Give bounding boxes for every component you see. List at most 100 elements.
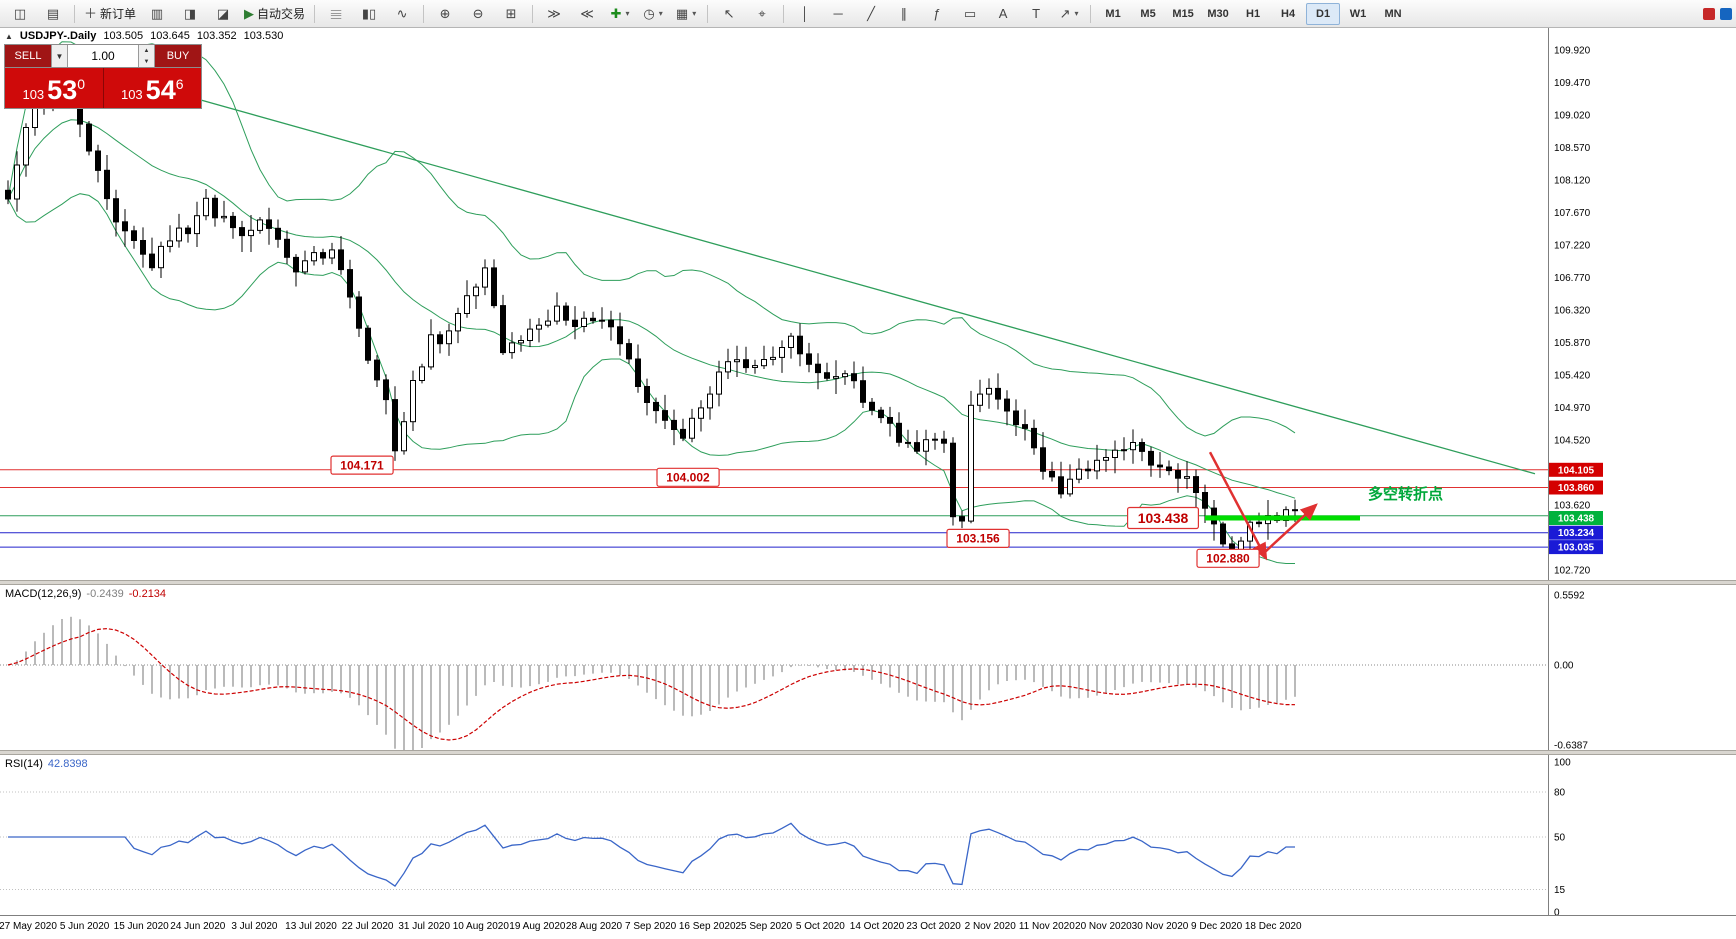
svg-text:108.570: 108.570 xyxy=(1554,143,1591,154)
timeframe-h4[interactable]: H4 xyxy=(1281,7,1296,20)
macd-name: MACD(12,26,9) xyxy=(5,588,82,600)
svg-text:103.438: 103.438 xyxy=(1138,510,1189,526)
candlestick-chart-icon[interactable]: ▮▯ xyxy=(353,2,385,26)
svg-text:109.920: 109.920 xyxy=(1554,46,1591,57)
timeframe-m15[interactable]: M15 xyxy=(1172,7,1194,20)
date-label: 5 Oct 2020 xyxy=(795,921,845,932)
rsi-name: RSI(14) xyxy=(5,758,43,770)
price-label-box: 103.156 xyxy=(946,528,1010,548)
rsi-panel[interactable]: RSI(14) 42.8398 100 80 50 15 0 xyxy=(0,755,1736,915)
tile-windows-icon[interactable]: ⊞ xyxy=(495,2,527,26)
rsi-chart: 100 80 50 15 0 xyxy=(0,758,1571,915)
timeframe-m1[interactable]: M1 xyxy=(1105,7,1121,20)
toolbar-separator xyxy=(783,4,785,23)
new-order-button[interactable]: ＋新订单 xyxy=(80,2,140,26)
timeframe-d1[interactable]: D1 xyxy=(1306,2,1341,25)
timeframe-mn[interactable]: MN xyxy=(1384,7,1402,20)
market-watch-icon[interactable]: ▥ xyxy=(141,2,173,26)
date-label: 18 Dec 2020 xyxy=(1244,921,1302,932)
rsi-value: 42.8398 xyxy=(47,758,88,770)
status-indicator-red[interactable] xyxy=(1703,7,1715,20)
buy-price-big-figure: 103 xyxy=(120,87,143,102)
autotrading-button[interactable]: ▶ 自动交易 xyxy=(240,2,309,26)
bar-chart-icon[interactable]: 𝄙 xyxy=(320,2,352,26)
candlestick-chart[interactable]: 109.920 109.470 109.020 108.570 108.120 107.6… xyxy=(0,28,1736,580)
timeframe-w1[interactable]: W1 xyxy=(1349,7,1367,20)
buy-button[interactable]: BUY xyxy=(155,45,201,67)
crosshair-icon[interactable]: ⌖ xyxy=(746,2,778,26)
cursor-icon[interactable]: ↖ xyxy=(713,2,745,26)
zoom-in-icon[interactable]: ⊕ xyxy=(429,2,461,26)
date-label: 5 Jun 2020 xyxy=(59,921,110,932)
svg-text:103.035: 103.035 xyxy=(1558,543,1595,554)
volume-stepper[interactable]: ▲ ▼ xyxy=(139,45,154,67)
sell-price-point: 0 xyxy=(77,76,86,92)
candlestick-chart-icon: ▮▯ xyxy=(361,6,377,21)
macd-axis: 0.5592 0.00 -0.6387 xyxy=(1554,591,1588,751)
timeframe-m5[interactable]: M5 xyxy=(1140,7,1156,20)
new-chart-icon[interactable]: ◫ xyxy=(4,2,36,26)
price-label-box: 102.880 xyxy=(1196,548,1260,568)
line-chart-icon[interactable]: ∿ xyxy=(386,2,418,26)
price-label-box: 104.002 xyxy=(656,467,720,487)
chart-shift-icon: ≪ xyxy=(580,6,594,21)
channel-icon[interactable]: ∥ xyxy=(888,2,920,26)
volume-down-icon[interactable]: ▼ xyxy=(143,58,150,65)
chevron-down-icon: ▾ xyxy=(692,9,697,18)
volume-input[interactable] xyxy=(68,45,138,67)
vertical-line-icon[interactable]: │ xyxy=(789,2,821,26)
label-icon[interactable]: T xyxy=(1020,2,1052,26)
date-label: 25 Sep 2020 xyxy=(735,921,793,932)
svg-text:107.220: 107.220 xyxy=(1554,240,1591,251)
shapes-icon[interactable]: ▭ xyxy=(954,2,986,26)
chart-shift-icon[interactable]: ≪ xyxy=(571,2,603,26)
sell-price-display[interactable]: 103 53 0 xyxy=(5,68,103,108)
arrows-icon[interactable]: ↗ ▾ xyxy=(1053,2,1085,26)
macd-label: MACD(12,26,9) -0.2439 -0.2134 xyxy=(5,588,166,600)
data-window-icon[interactable]: ◨ xyxy=(174,2,206,26)
text-icon[interactable]: A xyxy=(987,2,1019,26)
collapse-trade-panel-icon[interactable]: ▲ xyxy=(5,31,13,41)
trendline-icon[interactable]: ╱ xyxy=(855,2,887,26)
date-axis: 27 May 2020 5 Jun 2020 15 Jun 2020 24 Jun 2… xyxy=(0,915,1736,939)
macd-panel[interactable]: MACD(12,26,9) -0.2439 -0.2134 0.5592 0.00 -0… xyxy=(0,585,1736,750)
main-chart-panel[interactable]: ▲ USDJPY-.Daily 103.505 103.645 103.352 … xyxy=(0,28,1736,580)
indicators-icon[interactable]: ✚ ▾ xyxy=(604,2,636,26)
panel-splitter[interactable] xyxy=(0,580,1736,585)
order-type-dropdown[interactable]: ▼ xyxy=(52,45,67,67)
timeframe-m30[interactable]: M30 xyxy=(1207,7,1229,20)
auto-scroll-icon[interactable]: ≫ xyxy=(538,2,570,26)
timeframe-h1[interactable]: H1 xyxy=(1246,7,1261,20)
label-icon: T xyxy=(1032,6,1041,21)
buy-price-display[interactable]: 103 54 6 xyxy=(104,68,202,108)
svg-text:107.670: 107.670 xyxy=(1554,208,1591,219)
svg-text:103.156: 103.156 xyxy=(956,532,1000,546)
toolbar-separator xyxy=(314,4,316,23)
profiles-icon[interactable]: ▤ xyxy=(37,2,69,26)
new-order-button-label: 新订单 xyxy=(100,7,137,21)
svg-text:109.020: 109.020 xyxy=(1554,111,1591,122)
data-window-icon: ◨ xyxy=(183,6,197,21)
sell-button[interactable]: SELL xyxy=(5,45,51,67)
svg-text:103.234: 103.234 xyxy=(1558,528,1595,539)
periods-icon[interactable]: ◷ ▾ xyxy=(637,2,669,26)
horizontal-line-icon[interactable]: ─ xyxy=(822,2,854,26)
volume-up-icon[interactable]: ▲ xyxy=(143,47,150,54)
status-indicator-blue[interactable] xyxy=(1720,7,1732,20)
panel-splitter[interactable] xyxy=(0,750,1736,755)
date-label: 11 Nov 2020 xyxy=(1018,921,1075,932)
market-watch-icon: ▥ xyxy=(150,6,164,21)
svg-text:100: 100 xyxy=(1554,758,1571,769)
autotrading-play-icon: ▶ xyxy=(244,6,255,21)
svg-text:108.120: 108.120 xyxy=(1554,176,1591,187)
zoom-out-icon[interactable]: ⊖ xyxy=(462,2,494,26)
zoom-out-icon: ⊖ xyxy=(472,6,484,21)
svg-text:106.320: 106.320 xyxy=(1554,305,1591,316)
fibonacci-icon[interactable]: ƒ xyxy=(921,2,953,26)
date-label: 7 Sep 2020 xyxy=(625,921,677,932)
navigator-icon[interactable]: ◪ xyxy=(207,2,239,26)
templates-icon[interactable]: ▦ ▾ xyxy=(670,2,702,26)
price-tag: 103.035 xyxy=(1549,540,1603,555)
date-label: 9 Dec 2020 xyxy=(1191,921,1243,932)
svg-text:0.5592: 0.5592 xyxy=(1554,591,1585,602)
